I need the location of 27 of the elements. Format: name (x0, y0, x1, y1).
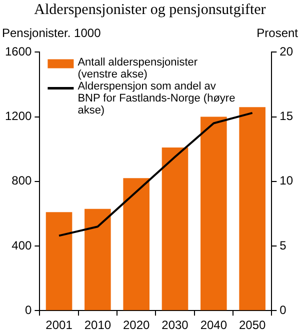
legend-label: Alderspensjon som andel av BNP for Fastlands-Norge (høyre akse) (78, 80, 236, 117)
y2-axis-title: Prosent (256, 26, 298, 42)
bar (123, 178, 150, 310)
x-tick-label: 2030 (162, 318, 189, 332)
y-tick-label: 400 (12, 238, 32, 252)
y2-tick-label: 15 (280, 109, 294, 124)
y2-tick-label: 0 (280, 302, 287, 317)
y2-tick-label: 10 (280, 174, 294, 188)
y-tick-label: 0 (25, 302, 32, 317)
y-tick-label: 800 (12, 174, 32, 188)
y-tick-label: 1200 (4, 109, 32, 124)
legend-label: Antall alderspensjonister (venstre akse) (78, 56, 198, 81)
chart-title: Alderspensjonister og pensjonsutgifter (33, 1, 267, 20)
y2-tick-label: 5 (280, 238, 287, 252)
bar (84, 208, 111, 310)
x-tick-label: 2040 (200, 318, 228, 332)
x-tick-label: 2020 (122, 318, 150, 332)
x-tick-label: 2050 (238, 318, 266, 332)
bar (46, 212, 72, 310)
bar (239, 107, 266, 310)
bar (200, 116, 227, 310)
y2-tick-label: 20 (280, 44, 294, 59)
y-axis-title: Pensjonister. 1000 (2, 26, 101, 42)
y-tick-label: 1600 (4, 44, 32, 59)
x-tick-label: 2001 (46, 318, 73, 332)
bar (162, 147, 188, 310)
x-tick-label: 2010 (84, 318, 112, 332)
